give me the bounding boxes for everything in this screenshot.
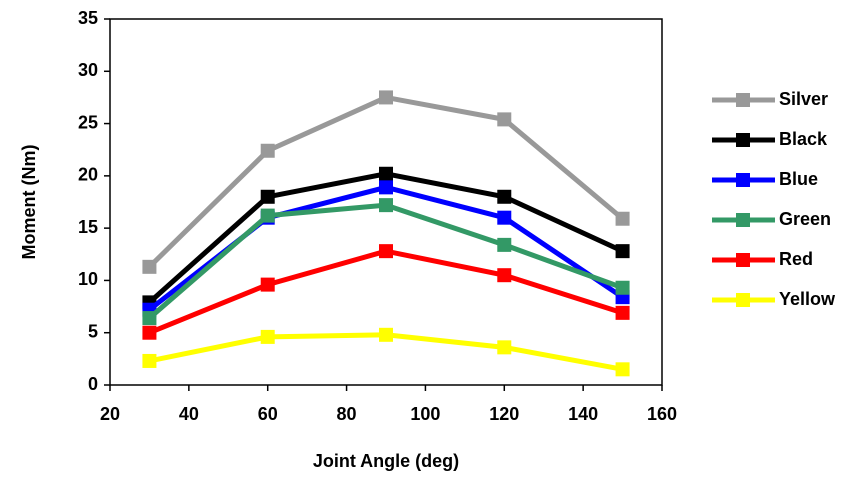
point-marker bbox=[379, 90, 393, 105]
y-tick-label: 5 bbox=[88, 321, 98, 341]
point-marker bbox=[497, 268, 512, 283]
legend-label: Silver bbox=[779, 89, 828, 109]
point-marker bbox=[379, 327, 393, 342]
legend-marker bbox=[736, 173, 750, 187]
point-marker bbox=[379, 166, 393, 181]
x-tick-label: 100 bbox=[410, 404, 440, 424]
series-line bbox=[147, 202, 624, 320]
y-tick-label: 25 bbox=[78, 112, 98, 132]
point-marker bbox=[142, 259, 157, 274]
x-tick-label: 140 bbox=[568, 404, 598, 424]
y-tick-label: 0 bbox=[88, 374, 98, 394]
point-marker bbox=[260, 329, 275, 344]
point-marker bbox=[142, 353, 157, 368]
legend-marker bbox=[736, 213, 750, 227]
point-marker bbox=[497, 237, 512, 252]
point-marker bbox=[497, 112, 512, 127]
point-marker bbox=[615, 244, 630, 259]
point-marker bbox=[260, 277, 275, 292]
legend-label: Black bbox=[779, 129, 828, 149]
point-marker bbox=[260, 208, 275, 223]
x-axis-label: Joint Angle (deg) bbox=[313, 451, 459, 471]
x-tick-label: 20 bbox=[100, 404, 120, 424]
point-marker bbox=[497, 340, 512, 355]
legend-marker bbox=[736, 253, 750, 267]
legend-label: Green bbox=[779, 209, 831, 229]
point-marker bbox=[497, 189, 512, 204]
point-marker bbox=[260, 143, 275, 158]
legend-marker bbox=[736, 293, 750, 307]
x-tick-label: 120 bbox=[489, 404, 519, 424]
point-marker bbox=[497, 210, 512, 225]
x-tick-label: 80 bbox=[337, 404, 357, 424]
point-marker bbox=[260, 189, 275, 204]
y-tick-label: 35 bbox=[78, 8, 98, 28]
point-marker bbox=[615, 280, 630, 295]
legend-label: Blue bbox=[779, 169, 818, 189]
point-marker bbox=[615, 305, 630, 320]
plot-frame bbox=[109, 18, 663, 386]
y-axis-label: Moment (Nm) bbox=[19, 145, 39, 260]
y-tick-label: 10 bbox=[78, 269, 98, 289]
point-marker bbox=[615, 362, 630, 377]
legend-label: Yellow bbox=[779, 289, 836, 309]
point-marker bbox=[615, 211, 630, 226]
point-marker bbox=[142, 325, 157, 340]
x-tick-label: 60 bbox=[258, 404, 278, 424]
y-tick-label: 20 bbox=[78, 165, 98, 185]
y-tick-label: 30 bbox=[78, 60, 98, 80]
legend-marker bbox=[736, 93, 750, 107]
x-tick-label: 40 bbox=[179, 404, 199, 424]
legend-label: Red bbox=[779, 249, 813, 269]
x-tick-label: 160 bbox=[647, 404, 677, 424]
point-marker bbox=[142, 311, 157, 326]
legend-marker bbox=[736, 133, 750, 147]
point-marker bbox=[379, 198, 393, 213]
y-tick-label: 15 bbox=[78, 217, 98, 237]
point-marker bbox=[379, 244, 393, 259]
point-marker bbox=[379, 180, 393, 195]
